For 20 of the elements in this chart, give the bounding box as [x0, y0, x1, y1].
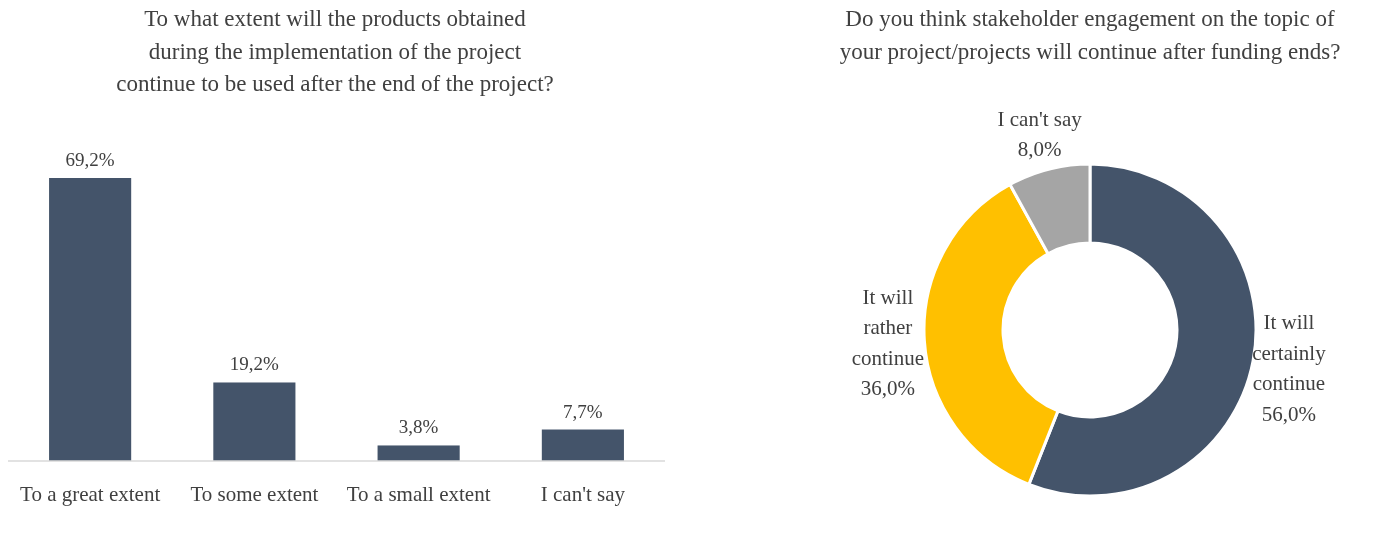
data-label: 3,8%	[398, 416, 439, 438]
data-label: 19,2%	[229, 353, 280, 375]
bar	[541, 429, 624, 461]
data-label: 69,2%	[65, 149, 115, 170]
data-label: 56,0%	[1261, 401, 1317, 426]
data-label: 8,0%	[1017, 137, 1062, 162]
slice-label: It will certainly continue	[1252, 310, 1327, 396]
x-tick-label: I can't say	[540, 482, 626, 506]
bar	[213, 382, 296, 461]
x-tick-label: To a small extent	[346, 482, 491, 506]
data-label: 36,0%	[860, 376, 915, 401]
bar	[49, 178, 132, 461]
data-label: 7,7%	[563, 400, 603, 422]
chart-title: To what extent will the products obtained during the implementation of the project continue to be used after the end of the project?	[116, 6, 554, 96]
x-tick-label: To a great extent	[20, 482, 161, 506]
slice-label: I can't say	[997, 106, 1083, 131]
x-tick-label: To some extent	[190, 482, 319, 506]
chart-title: Do you think stakeholder engagement on the topic of your project/projects will continue after funding ends?	[839, 6, 1341, 64]
slice-label: It will rather continue	[851, 284, 925, 370]
bar	[377, 445, 460, 461]
